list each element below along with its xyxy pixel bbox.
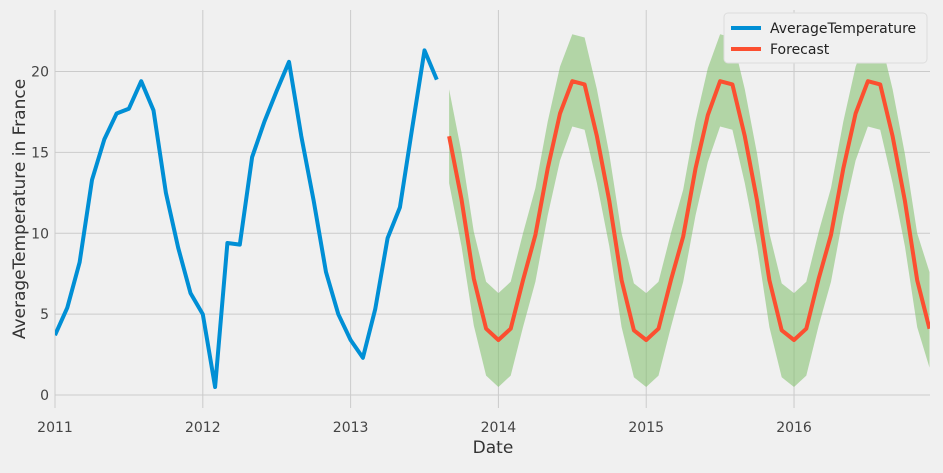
y-tick-label: 5	[40, 307, 49, 323]
series-lines	[55, 48, 930, 389]
x-tick-label: 2012	[185, 420, 221, 436]
x-axis-label: Date	[473, 438, 514, 458]
x-tick-label: 2011	[37, 420, 73, 436]
y-tick-label: 15	[31, 145, 49, 161]
legend-label-forecast: Forecast	[770, 42, 830, 58]
x-tick-label: 2013	[333, 420, 369, 436]
legend-label-average-temperature: AverageTemperature	[770, 21, 916, 37]
y-tick-label: 10	[31, 226, 49, 242]
y-axis-label: AverageTemperature in France	[10, 79, 30, 339]
series-line-average-temperature	[55, 48, 439, 389]
y-tick-label: 20	[31, 64, 49, 80]
legend-box	[723, 12, 928, 64]
y-tick-label: 0	[40, 388, 49, 404]
series-line-forecast	[447, 79, 930, 342]
x-tick-label: 2015	[628, 420, 664, 436]
x-tick-label: 2014	[481, 420, 517, 436]
x-tick-label: 2016	[776, 420, 812, 436]
y-tick-labels: 0 5 10 15 20	[31, 64, 49, 404]
x-tick-labels: 2011 2012 2013 2014 2015 2016	[37, 420, 812, 436]
legend: AverageTemperature Forecast	[723, 12, 928, 64]
